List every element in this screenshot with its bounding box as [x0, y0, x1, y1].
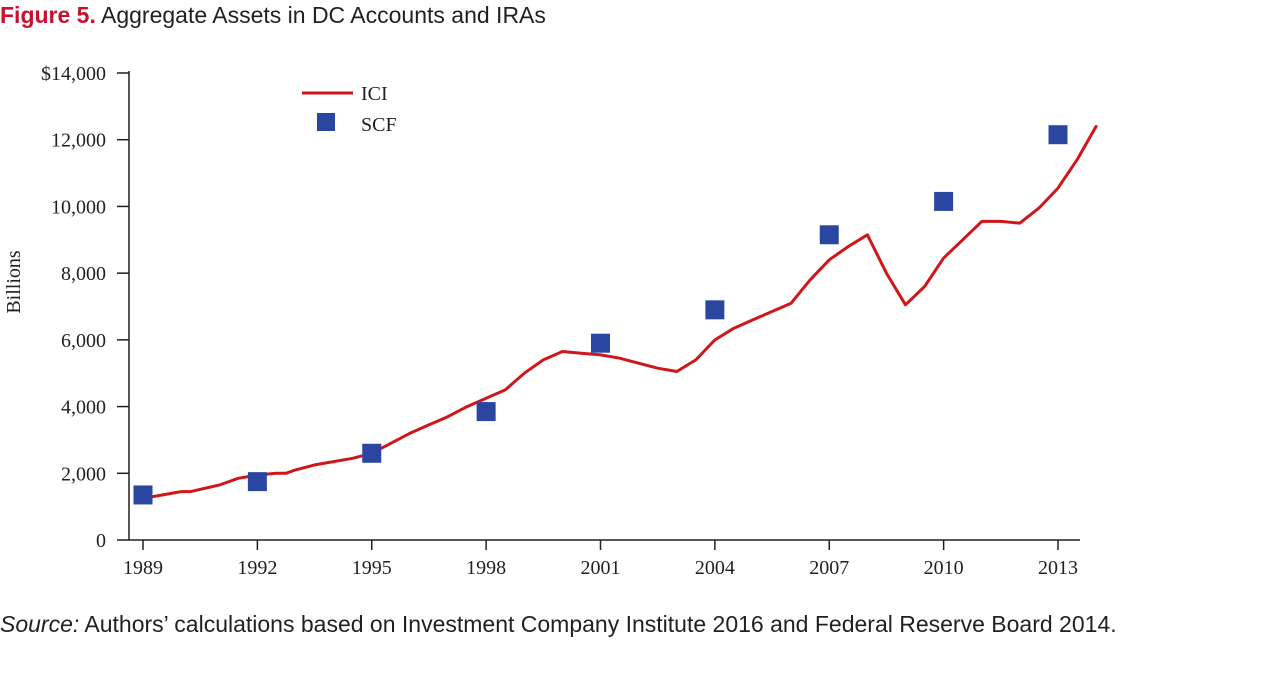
y-axis-ticks: 0 2,000 4,000 6,000 8,000 10,000 12,000 $14,000 — [41, 63, 129, 552]
source-text: Authors’ calculations based on Investmen… — [79, 611, 1117, 637]
x-tick-label: 1992 — [237, 557, 277, 579]
chart: 1989 1992 1995 1998 2001 2004 2007 2010 2013 0 2,… — [3, 63, 1098, 579]
y-tick-label: 12,000 — [51, 130, 106, 152]
source-note: Source: Authors’ calculations based on I… — [0, 606, 1280, 642]
scf-point — [133, 485, 153, 505]
legend-scf-swatch — [317, 113, 335, 131]
x-tick-label: 2013 — [1038, 557, 1078, 579]
y-tick-label: 0 — [96, 530, 106, 552]
y-tick-label: $14,000 — [41, 63, 106, 85]
y-tick-label: 4,000 — [61, 397, 106, 419]
x-tick-label: 2010 — [924, 557, 964, 579]
y-axis-label: Billions — [3, 250, 25, 314]
figure-title: Figure 5. Aggregate Assets in DC Account… — [0, 0, 546, 30]
series-line-ici — [141, 124, 1098, 500]
legend-scf-label: SCF — [361, 114, 397, 136]
figure-title-text: Aggregate Assets in DC Accounts and IRAs — [100, 2, 546, 28]
chart-series — [133, 124, 1098, 505]
x-tick-label: 1995 — [352, 557, 392, 579]
x-tick-label: 1998 — [466, 557, 506, 579]
y-tick-label: 8,000 — [61, 263, 106, 285]
x-axis-ticks: 1989 1992 1995 1998 2001 2004 2007 2010 2013 — [123, 540, 1078, 579]
scf-point — [705, 300, 725, 320]
x-tick-label: 2001 — [581, 557, 621, 579]
chart-axes — [128, 71, 1080, 541]
scf-point — [247, 472, 267, 492]
chart-legend: ICI SCF — [302, 83, 397, 136]
scf-point — [591, 333, 610, 353]
scf-point — [934, 191, 954, 211]
y-tick-label: 6,000 — [61, 330, 106, 352]
scf-point — [362, 443, 382, 463]
x-tick-label: 2007 — [809, 557, 849, 579]
scf-point — [819, 225, 839, 245]
scf-point — [1048, 125, 1068, 145]
x-tick-label: 2004 — [695, 557, 735, 579]
source-label: Source: — [0, 611, 80, 637]
legend-ici-label: ICI — [361, 83, 388, 105]
y-tick-label: 10,000 — [51, 196, 106, 218]
scf-point — [476, 402, 496, 422]
y-tick-label: 2,000 — [61, 463, 106, 485]
figure-number: Figure 5. — [0, 2, 96, 28]
x-tick-label: 1989 — [123, 557, 163, 579]
